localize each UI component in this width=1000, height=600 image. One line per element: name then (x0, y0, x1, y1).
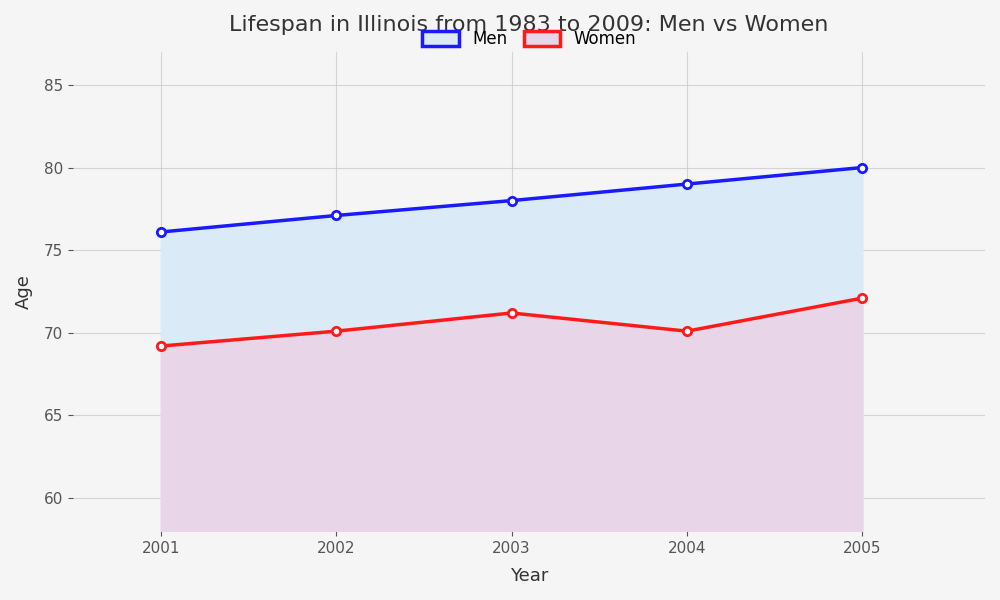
Legend: Men, Women: Men, Women (414, 22, 645, 56)
X-axis label: Year: Year (510, 567, 548, 585)
Title: Lifespan in Illinois from 1983 to 2009: Men vs Women: Lifespan in Illinois from 1983 to 2009: … (229, 15, 829, 35)
Y-axis label: Age: Age (15, 274, 33, 309)
